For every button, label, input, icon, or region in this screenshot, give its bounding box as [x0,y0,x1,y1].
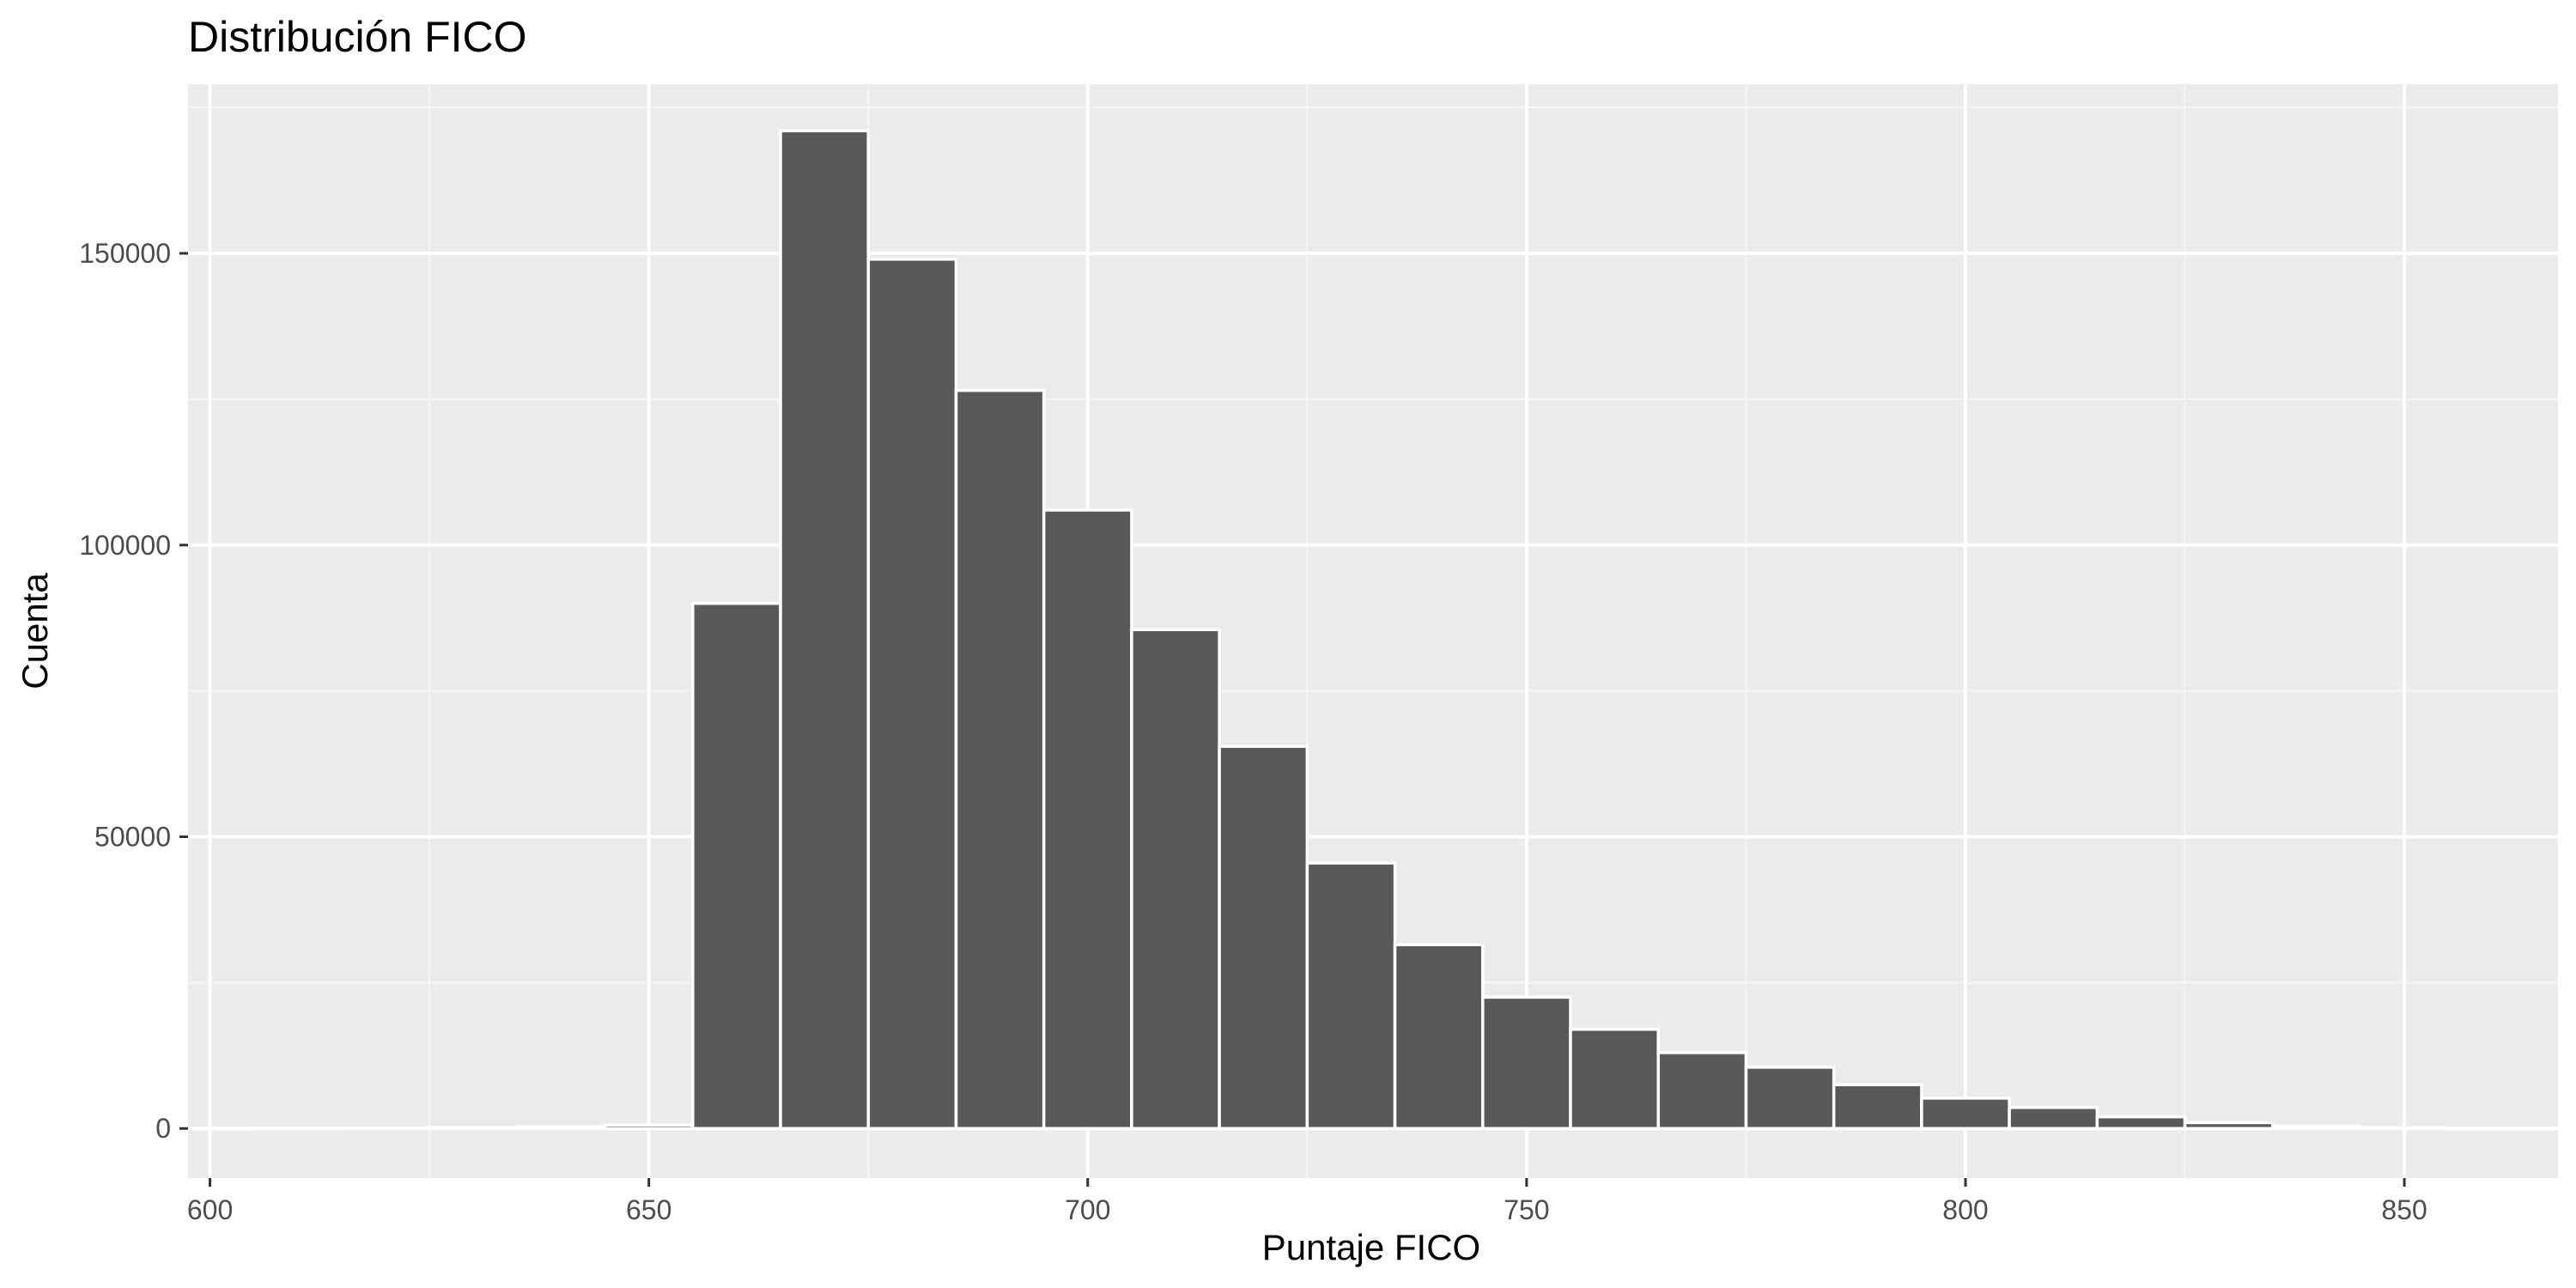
histogram-bar [1481,995,1572,1130]
histogram-bar [866,258,958,1130]
y-axis: 0 50000 100000 150000 [79,238,188,1144]
y-tick-label: 50000 [94,822,171,853]
histogram-bar [1569,1027,1660,1130]
chart-title: Distribución FICO [188,13,527,61]
histogram-bar [340,1126,431,1130]
x-tick-label: 750 [1504,1194,1549,1225]
y-tick-label: 150000 [79,238,171,269]
histogram-bar [691,601,782,1130]
histogram-bar [1920,1097,2011,1130]
histogram-bar [1218,744,1309,1130]
x-tick-label: 650 [626,1194,671,1225]
histogram-bar [2095,1115,2187,1130]
histogram-bar [1656,1051,1748,1130]
histogram-bar [1832,1083,1923,1130]
histogram-bar [1305,861,1397,1130]
histogram-bar [603,1123,695,1130]
histogram-bar [779,129,870,1130]
histogram-bar [1744,1066,1836,1130]
x-tick-label: 800 [1942,1194,1988,1225]
histogram-bar [2271,1124,2362,1130]
y-axis-title: Cuenta [15,573,55,690]
histogram-bar [1042,508,1133,1130]
histogram-bar [1393,943,1485,1130]
histogram-bars [252,129,2450,1131]
x-tick-label: 850 [2381,1194,2427,1225]
histogram-bar [2359,1126,2450,1130]
histogram-bar [954,388,1046,1130]
x-axis-title: Puntaje FICO [1262,1227,1480,1267]
x-axis: 600 650 700 750 800 850 [187,1178,2427,1225]
y-tick-label: 0 [155,1113,171,1144]
histogram-bar [252,1127,343,1131]
x-tick-label: 600 [187,1194,233,1225]
y-tick-label: 100000 [79,530,171,561]
x-tick-label: 700 [1065,1194,1110,1225]
histogram-bar [2183,1121,2275,1130]
histogram-bar [428,1126,519,1130]
histogram-bar [2008,1106,2099,1130]
histogram-bar [1130,628,1221,1130]
histogram-bar [515,1125,607,1130]
